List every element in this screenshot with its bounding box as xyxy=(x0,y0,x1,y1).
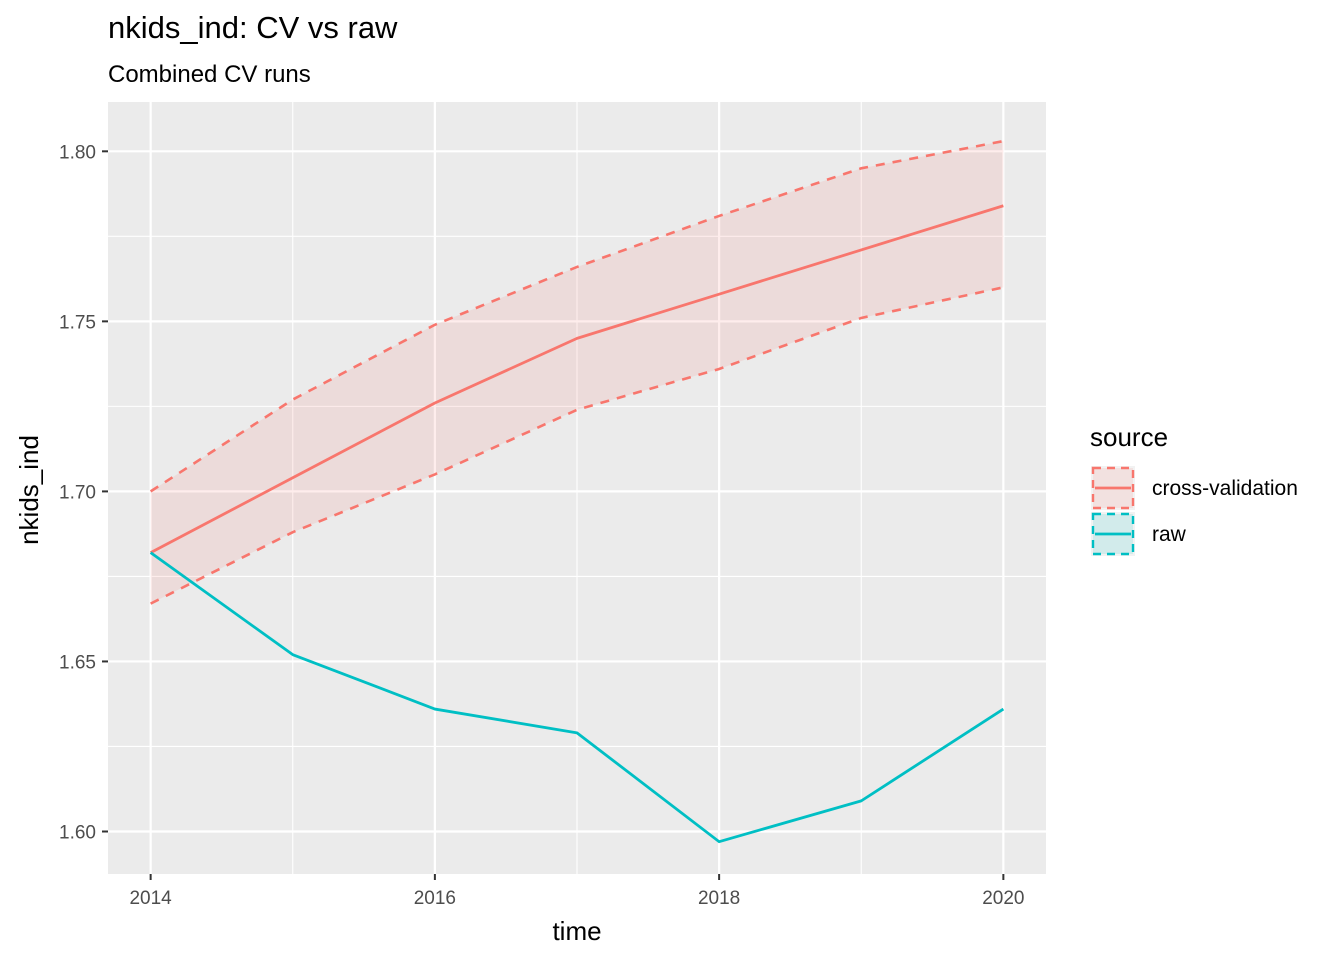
ribbons xyxy=(150,141,1004,604)
upper-bound-cross-validation xyxy=(149,139,1004,493)
grid-minor xyxy=(108,102,1046,874)
legend-label-cross-validation: cross-validation xyxy=(1152,477,1298,500)
y-tick-label: 1.65 xyxy=(59,652,96,673)
x-tick-label: 2016 xyxy=(414,888,456,909)
x-axis-label: time xyxy=(552,916,601,946)
series-lines xyxy=(149,204,1005,844)
y-axis-label: nkids_ind xyxy=(14,435,44,545)
ribbon-cross-validation xyxy=(150,141,1004,604)
axis-ticks: 2014 2016 2018 2020 1.60 1.65 1.70 1.75 1.80 xyxy=(59,142,1024,909)
series-line-cross-validation xyxy=(149,204,1004,554)
x-tick-label: 2018 xyxy=(698,888,740,909)
grid-major xyxy=(108,102,1046,874)
x-tick-label: 2020 xyxy=(982,888,1024,909)
y-tick-label: 1.60 xyxy=(59,822,96,843)
x-tick-label: 2014 xyxy=(129,888,172,909)
ribbon-bounds xyxy=(149,139,1004,605)
series-line-raw xyxy=(149,551,1005,844)
y-tick-label: 1.70 xyxy=(59,482,96,503)
y-tick-label: 1.75 xyxy=(59,312,96,333)
y-tick-label: 1.80 xyxy=(59,142,96,163)
lower-bound-cross-validation xyxy=(150,286,1004,605)
legend-title: source xyxy=(1090,422,1168,452)
legend: source cross-validation raw xyxy=(1090,422,1298,556)
legend-label-raw: raw xyxy=(1152,523,1187,546)
chart-title: nkids_ind: CV vs raw xyxy=(108,10,398,45)
chart-subtitle: Combined CV runs xyxy=(108,61,311,88)
